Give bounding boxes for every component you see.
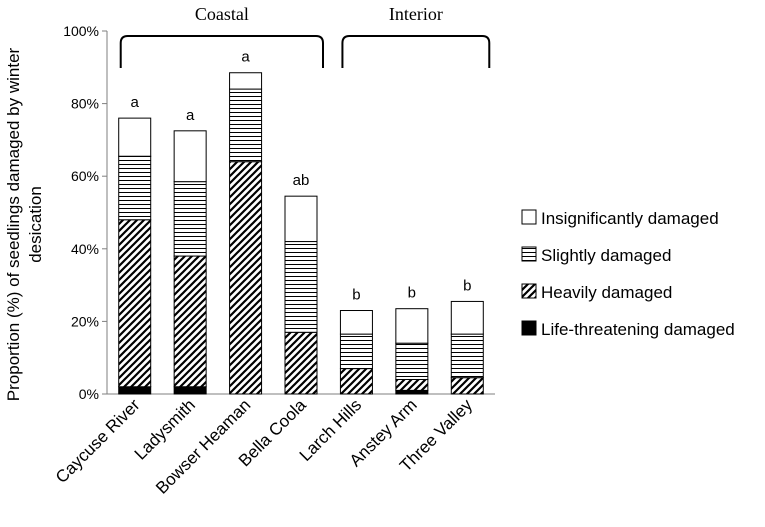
bar-segment-bowser-heaman-slightly-damaged	[229, 88, 263, 163]
bar-segment-bowser-heaman-insignificantly-damaged	[229, 72, 263, 90]
legend-label: Insignificantly damaged	[541, 209, 719, 228]
bar-segment-larch-hills-heavily-damaged	[339, 368, 373, 395]
bar-segment-three-valley-slightly-damaged	[450, 333, 484, 379]
bar-segment-anstey-arm-heavily-damaged	[395, 378, 429, 391]
bar-segment-anstey-arm-insignificantly-damaged	[395, 308, 429, 344]
x-tick-label: Bowser Heaman	[152, 395, 254, 497]
bar-segment-three-valley-heavily-damaged	[450, 377, 484, 395]
y-tick-label: 60%	[71, 168, 99, 184]
group-label-interior: Interior	[389, 4, 443, 24]
y-tick-label: 40%	[71, 241, 99, 257]
legend-label: Heavily damaged	[541, 283, 672, 302]
bar-segment-caycuse-river-slightly-damaged	[118, 155, 152, 221]
bar-segment-three-valley-insignificantly-damaged	[450, 300, 484, 335]
bar-segment-bowser-heaman-heavily-damaged	[229, 161, 263, 395]
bar-segment-ladysmith-heavily-damaged	[173, 255, 207, 388]
y-tick-label: 100%	[63, 23, 99, 39]
bar-segment-ladysmith-life-threatening-damaged	[173, 386, 207, 395]
significance-letter: a	[241, 49, 250, 66]
legend-swatch-insignificantly-damaged	[521, 209, 537, 225]
group-bracket-coastal	[119, 35, 324, 68]
significance-letter: a	[186, 107, 195, 124]
bar-segment-anstey-arm-slightly-damaged	[395, 342, 429, 380]
bar-segment-bella-coola-slightly-damaged	[284, 241, 318, 333]
bar-segment-larch-hills-slightly-damaged	[339, 333, 373, 370]
legend-swatch-life-threatening-damaged	[521, 320, 537, 336]
significance-letter: ab	[293, 172, 310, 189]
x-tick-label: Caycuse River	[52, 395, 144, 487]
legend-label: Life-threatening damaged	[541, 320, 735, 339]
bar-segment-bella-coola-insignificantly-damaged	[284, 195, 318, 243]
bar-segment-larch-hills-insignificantly-damaged	[339, 310, 373, 335]
bar-segment-caycuse-river-insignificantly-damaged	[118, 117, 152, 157]
group-bracket-interior	[341, 35, 491, 68]
y-axis-title: Proportion (%) of seedlings damaged by w…	[4, 47, 45, 401]
legend-swatch-heavily-damaged	[521, 283, 537, 299]
group-label-coastal: Coastal	[195, 4, 249, 24]
bar-segment-caycuse-river-heavily-damaged	[118, 219, 152, 388]
significance-letter: b	[408, 285, 416, 302]
bar-segment-bella-coola-heavily-damaged	[284, 331, 318, 395]
bar-segment-ladysmith-insignificantly-damaged	[173, 130, 207, 183]
significance-letter: b	[352, 287, 360, 304]
significance-letter: a	[131, 94, 140, 111]
y-tick-label: 0%	[79, 386, 99, 402]
significance-letter: b	[463, 277, 471, 294]
bar-segment-caycuse-river-life-threatening-damaged	[118, 386, 152, 395]
y-tick-label: 20%	[71, 313, 99, 329]
legend-swatch-slightly-damaged	[521, 246, 537, 262]
y-tick-label: 80%	[71, 96, 99, 112]
legend-label: Slightly damaged	[541, 246, 671, 265]
bar-segment-anstey-arm-life-threatening-damaged	[395, 389, 429, 395]
bar-segment-ladysmith-slightly-damaged	[173, 181, 207, 257]
